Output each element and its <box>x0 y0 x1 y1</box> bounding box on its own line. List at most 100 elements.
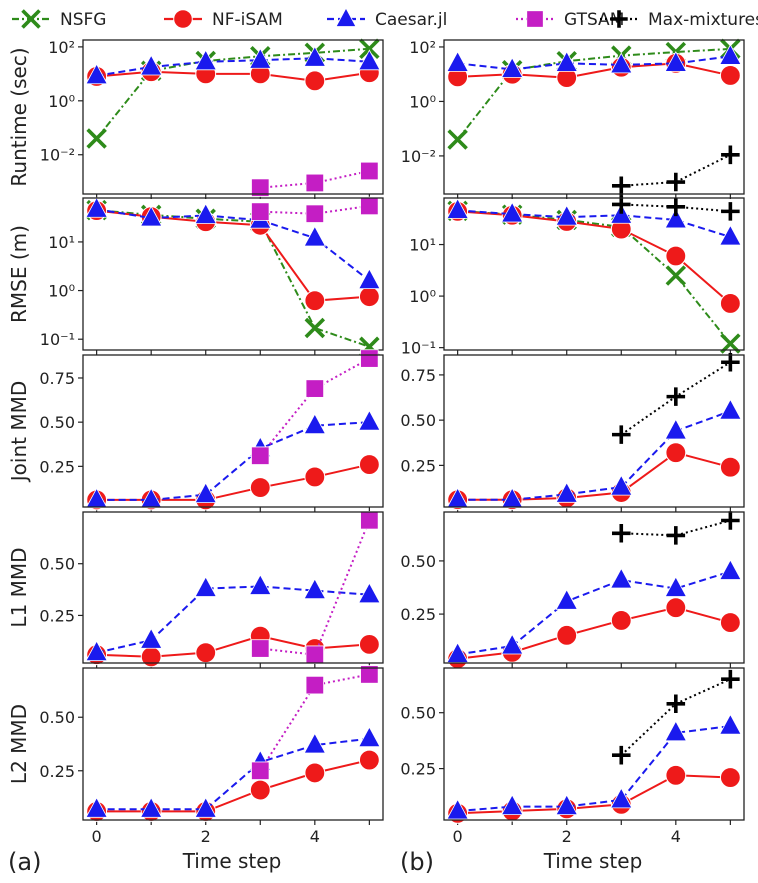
data-point-nf-isam <box>358 749 380 771</box>
legend-item-gtsam: GTSAM <box>516 10 624 30</box>
data-point-caesar-jl <box>139 796 163 818</box>
series-line-nf-isam <box>96 209 370 302</box>
data-point-caesar-jl <box>358 409 381 431</box>
data-point-caesar-jl <box>500 633 524 655</box>
series-max-mixtures <box>611 669 740 765</box>
data-point-caesar-jl <box>303 45 327 67</box>
axes-frame <box>82 354 384 508</box>
data-point-caesar-jl <box>194 482 217 504</box>
data-point-max-mixtures <box>666 526 686 545</box>
series-line-nsfg <box>456 47 731 141</box>
legend-marker-nf-isam <box>173 9 193 29</box>
series-caesar-jl <box>85 726 381 818</box>
series-line-nf-isam <box>96 635 370 658</box>
series-line-caesar-jl <box>96 57 370 77</box>
axes-frame <box>443 197 745 351</box>
series-nf-isam <box>86 454 380 511</box>
series-caesar-jl <box>85 574 381 662</box>
data-point-nf-isam <box>304 762 326 784</box>
series-line-nsfg <box>457 209 732 345</box>
data-point-nsfg <box>304 317 326 339</box>
data-point-caesar-jl <box>555 481 578 503</box>
legend-label-caesar-jl: Caesar.jl <box>375 10 447 30</box>
data-point-nf-isam <box>610 610 632 631</box>
data-point-caesar-jl <box>664 207 688 229</box>
y-tick-label: 10¹ <box>48 233 75 252</box>
series-nf-isam <box>447 200 741 314</box>
series-line-nf-isam <box>96 70 370 82</box>
y-axis-label: RMSE (m) <box>7 225 31 323</box>
series-line-max-mixtures <box>621 153 731 187</box>
data-point-caesar-jl <box>664 418 688 440</box>
panel-label-a: (a) <box>8 848 41 876</box>
data-point-caesar-jl <box>664 576 688 597</box>
y-axis-label: L1 MMD <box>7 547 31 627</box>
axes-frame <box>82 39 384 195</box>
series-nf-isam <box>447 597 741 670</box>
y-tick-label: 0.25 <box>400 456 436 475</box>
data-point-nf-isam <box>304 466 326 488</box>
series-line-gtsam <box>260 204 370 215</box>
data-point-caesar-jl <box>303 578 327 600</box>
data-point-nsfg <box>359 38 380 60</box>
data-point-max-mixtures <box>611 176 631 196</box>
data-point-nf-isam <box>358 286 380 308</box>
legend-label-max-mixtures: Max-mixtures <box>648 10 758 30</box>
series-max-mixtures <box>611 352 740 444</box>
series-nf-isam <box>86 61 380 92</box>
data-point-caesar-jl <box>194 203 217 224</box>
x-tick-label: 2 <box>562 827 572 846</box>
data-point-caesar-jl <box>500 794 524 815</box>
data-point-nf-isam <box>719 456 741 478</box>
y-tick-label: 10⁰ <box>48 282 75 301</box>
series-line-caesar-jl <box>96 421 370 501</box>
y-tick-label: 10⁻² <box>401 147 436 166</box>
figure-footer: (a) Time step (b) Time step <box>8 848 642 876</box>
y-axis-label: Joint MMD <box>7 381 31 483</box>
series-line-caesar-jl <box>457 55 731 71</box>
chart-panel-b-rmse-m: 10⁻¹ 10⁰ 10¹ <box>401 195 745 358</box>
data-point-caesar-jl <box>303 225 327 247</box>
data-point-caesar-jl <box>194 576 217 597</box>
series-nsfg <box>86 199 380 357</box>
data-point-nf-isam <box>304 290 326 312</box>
series-gtsam <box>251 665 379 780</box>
series-line-caesar-jl <box>457 209 731 238</box>
series-line-nf-isam <box>457 451 731 501</box>
data-point-nf-isam <box>556 624 578 646</box>
data-point-max-mixtures <box>611 523 631 543</box>
data-point-nsfg <box>720 333 741 354</box>
data-point-gtsam <box>360 349 379 368</box>
data-point-caesar-jl <box>358 268 381 290</box>
y-tick-label: 0.50 <box>400 411 436 430</box>
series-line-nf-isam <box>457 606 731 660</box>
series-line-nsfg <box>96 209 370 348</box>
series-line-caesar-jl <box>96 737 370 811</box>
legend-item-max-mixtures: Max-mixtures <box>600 10 758 30</box>
chart-panel-a-runtime-sec: 10⁻² 10⁰ 10² Runtime (sec) <box>7 38 384 199</box>
data-point-caesar-jl <box>555 204 578 226</box>
series-caesar-jl <box>85 45 381 85</box>
chart-panels: 10⁻² 10⁰ 10² Runtime (sec) 10⁻² 10⁰ 10² 10⁻¹ 10⁰… <box>7 38 745 846</box>
data-point-gtsam <box>251 761 270 780</box>
data-point-caesar-jl <box>610 567 633 589</box>
y-tick-label: 0.50 <box>39 413 75 432</box>
data-point-nf-isam <box>304 70 326 92</box>
y-tick-label: 0.25 <box>39 762 75 781</box>
data-point-caesar-jl <box>358 49 381 71</box>
legend-label-nf-isam: NF-iSAM <box>212 10 283 30</box>
series-line-nf-isam <box>96 463 370 501</box>
series-nf-isam <box>86 625 380 668</box>
data-point-nf-isam <box>719 65 741 86</box>
series-line-nf-isam <box>457 62 731 79</box>
data-point-caesar-jl <box>85 63 108 85</box>
series-line-max-mixtures <box>621 203 731 213</box>
axes-frame <box>82 511 384 664</box>
series-line-caesar-jl <box>457 410 731 501</box>
data-point-gtsam <box>251 446 270 465</box>
axes-frame <box>443 39 745 195</box>
data-point-caesar-jl <box>358 582 381 604</box>
x-tick-label: 0 <box>453 827 463 846</box>
data-point-gtsam <box>360 665 379 684</box>
